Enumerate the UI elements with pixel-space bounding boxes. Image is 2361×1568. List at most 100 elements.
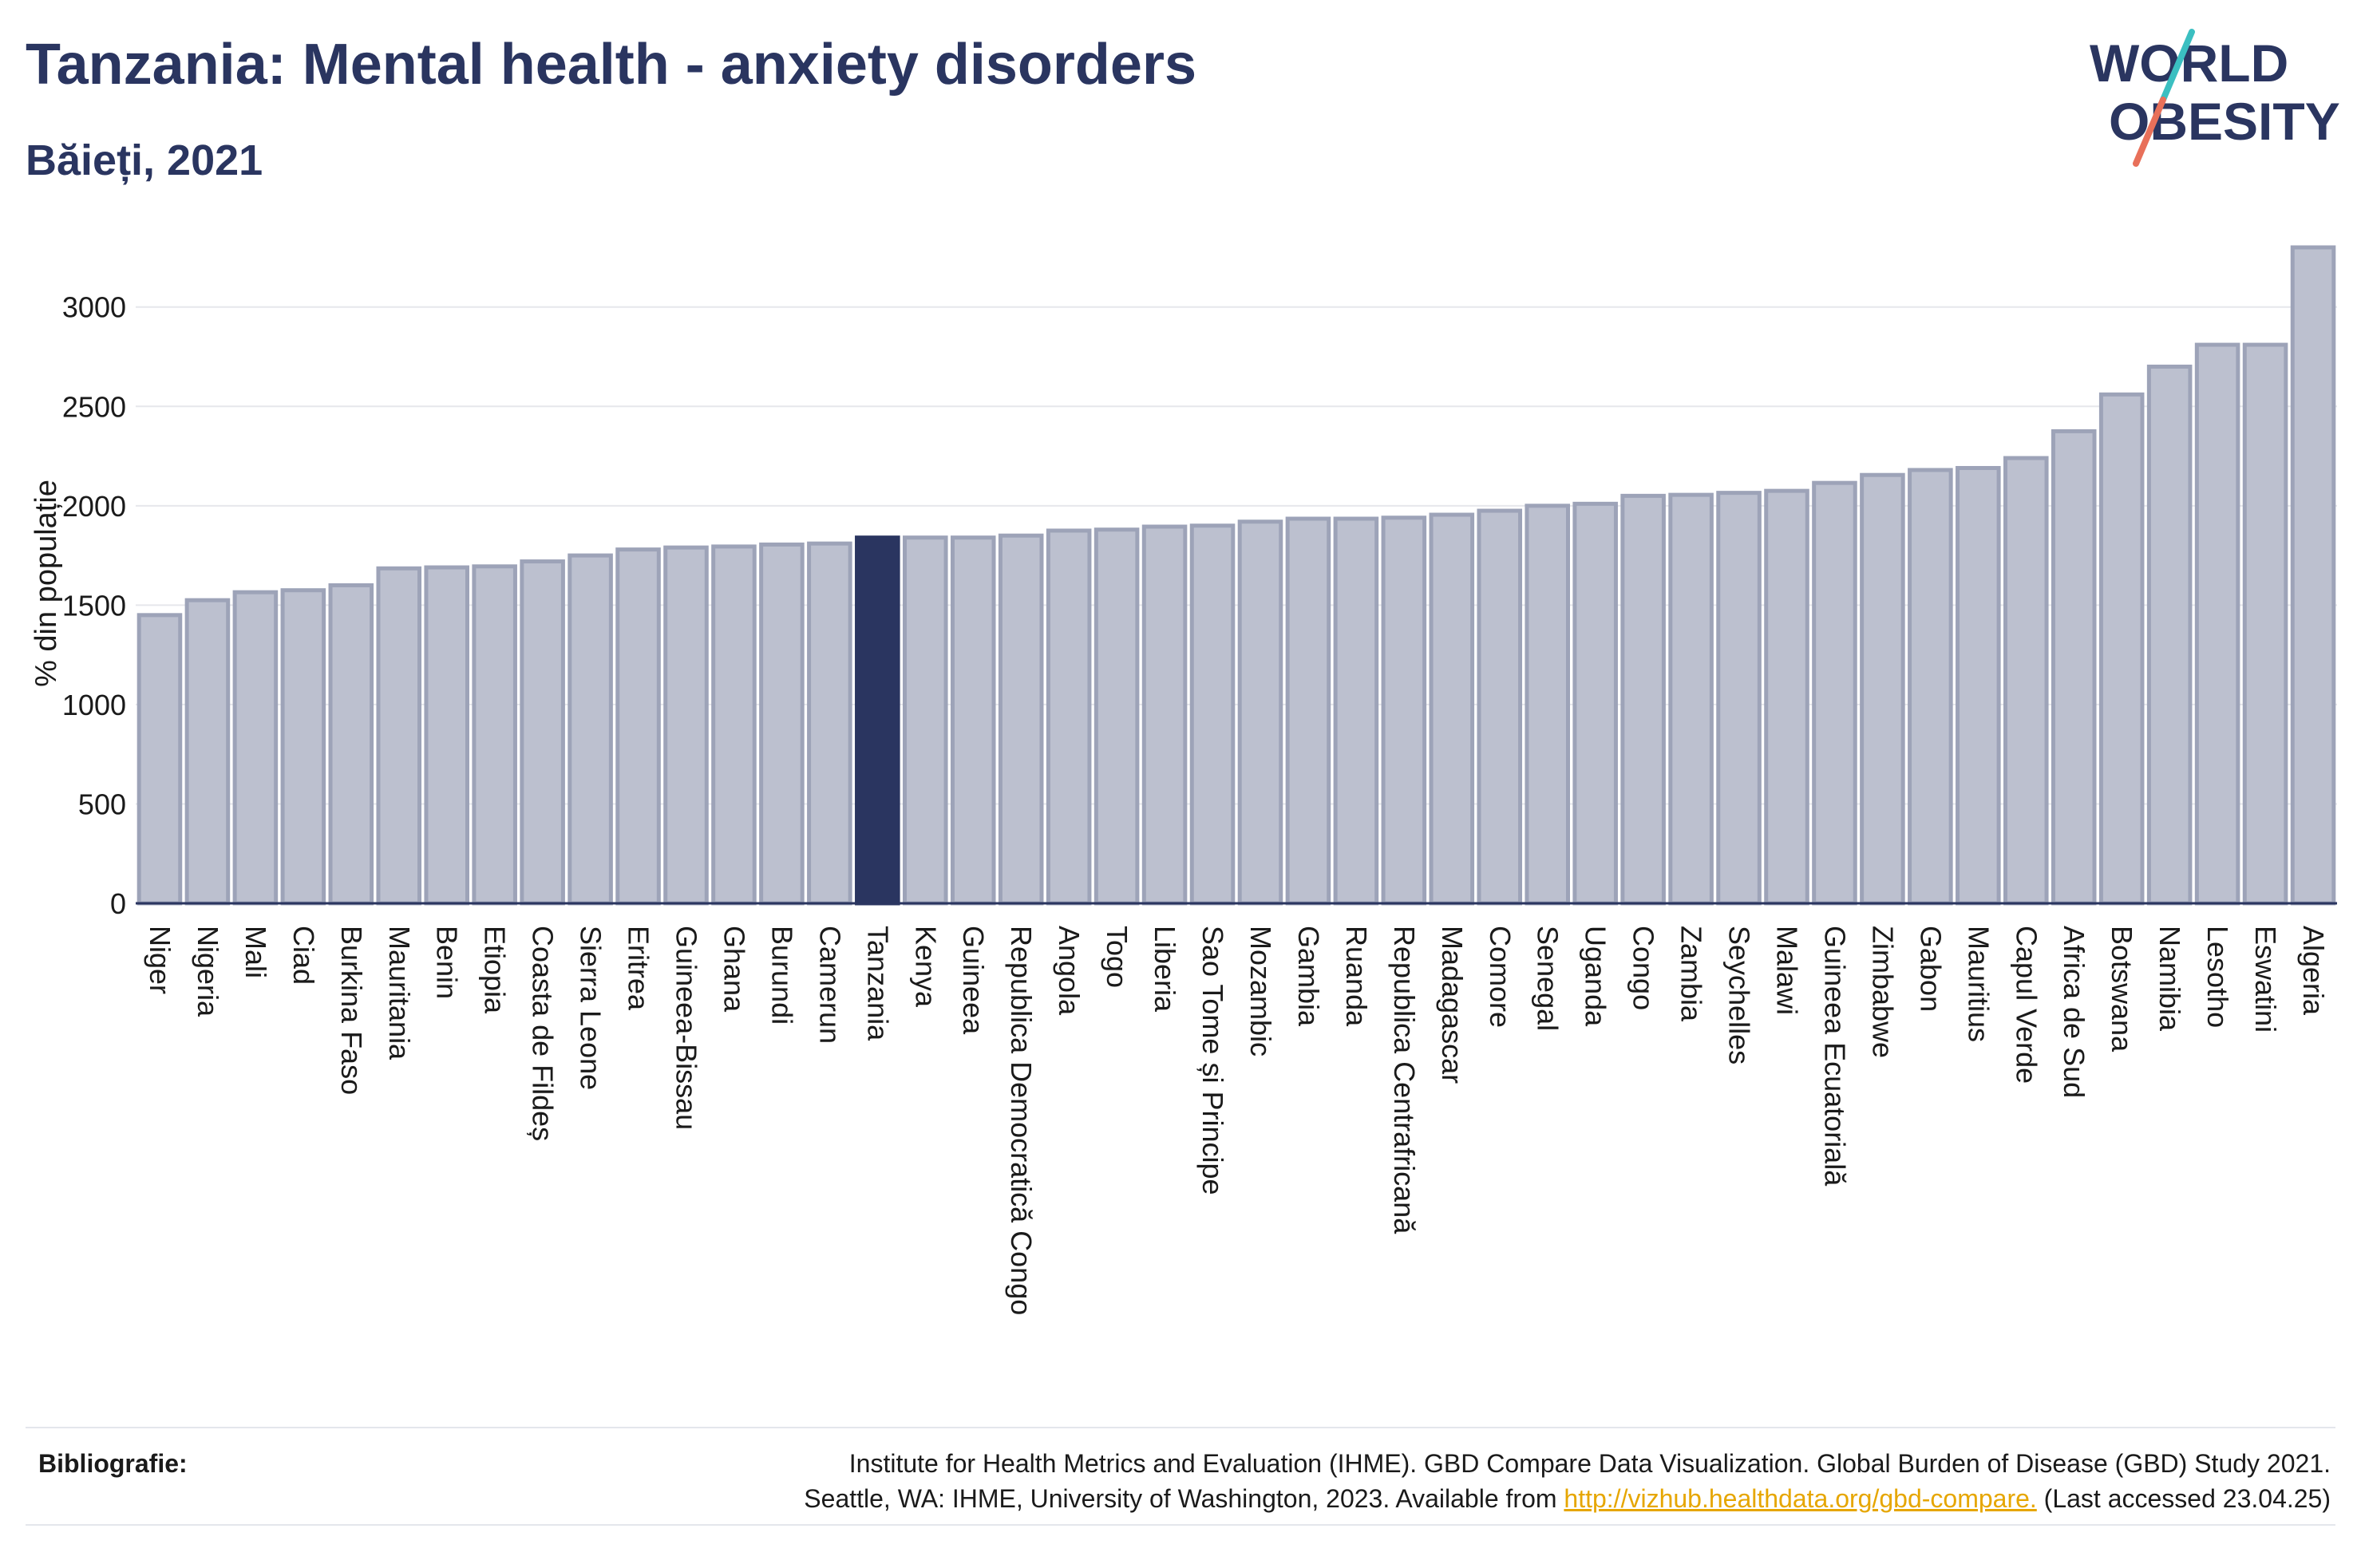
bar [1477,508,1523,906]
bar [663,545,709,906]
x-tick-label: Uganda [1580,926,1612,1027]
bar-highlight [855,535,900,906]
y-tick-label: 2000 [62,490,126,523]
bar [1860,472,1905,906]
bar [1141,524,1188,906]
x-tick-label: Malawi [1771,926,1804,1015]
bibliography-line2-suffix: (Last accessed 23.04.25) [2036,1484,2331,1513]
bar [1429,512,1475,906]
x-tick-label: Tanzania [861,926,894,1041]
x-tick-label: Botswana [2106,926,2138,1053]
bibliography-link[interactable]: http://vizhub.healthdata.org/gbd-compare… [1564,1484,2037,1513]
x-tick-label: Camerun [813,926,846,1044]
x-tick-label: Republica Democratică Congo [1005,926,1038,1315]
bar [568,553,613,906]
footer-bottom-rule [26,1524,2335,1526]
x-tick-label: Kenya [909,926,942,1008]
x-tick-label: Republica Centrafricană [1388,926,1421,1234]
bar [1716,491,1762,906]
x-tick-label: Lesotho [2201,926,2234,1028]
bibliography-line2: Seattle, WA: IHME, University of Washing… [495,1481,2331,1516]
bibliography-label: Bibliografie: [38,1449,188,1478]
x-tick-label: Mauritius [1962,926,1995,1042]
bar [1620,493,1666,906]
y-tick-label: 3000 [62,291,126,324]
bar [903,535,948,906]
x-tick-label: Coasta de Fildeș [527,926,560,1141]
x-tick-label: Senegal [1532,926,1564,1031]
logo-slash-coral [2133,97,2166,167]
bibliography-text: Institute for Health Metrics and Evaluat… [495,1446,2331,1516]
x-tick-label: Guineea [957,926,990,1035]
bar [280,588,326,906]
bar [1237,519,1283,906]
x-tick-label: Seychelles [1723,926,1756,1064]
y-tick-label: 1500 [62,589,126,622]
bar [2051,429,2097,906]
bar [1333,516,1379,906]
bar [2003,456,2049,906]
x-tick-label: Nigeria [192,926,224,1017]
y-tick-label: 2500 [62,390,126,423]
y-tick-label: 1000 [62,689,126,721]
bar [2242,342,2288,906]
chart-subtitle: Băieți, 2021 [26,136,263,184]
bar [1812,480,1857,906]
world-obesity-logo: WORLD OBESITY [2090,29,2340,167]
chart-title: Tanzania: Mental health - anxiety disord… [26,33,1196,97]
x-tick-label: Ghana [718,926,750,1013]
x-tick-label: Africa de Sud [2058,926,2090,1098]
bar [2146,364,2193,906]
bar [232,590,279,906]
x-tick-label: Ruanda [1340,926,1373,1027]
bar [711,544,757,906]
bar [1525,504,1570,906]
x-tick-label: Madagascar [1436,926,1469,1084]
bar [1093,527,1140,906]
x-tick-label: Mauritania [383,926,416,1060]
x-tick-label: Congo [1627,926,1660,1010]
x-tick-label: Benin [431,926,464,999]
x-tick-label: Zambia [1675,926,1708,1022]
x-tick-label: Eswatini [2249,926,2282,1033]
bibliography-line2-prefix: Seattle, WA: IHME, University of Washing… [804,1484,1564,1513]
bar [2290,245,2336,906]
x-tick-label: Comore [1484,926,1517,1028]
bar [328,583,374,906]
x-tick-label: Algeria [2297,926,2330,1016]
bar [2194,342,2240,906]
y-tick-label: 500 [78,788,126,820]
bar [424,565,469,906]
x-tick-label: Togo [1101,926,1133,988]
x-tick-label: Gambia [1292,926,1325,1027]
bar [1189,523,1236,906]
bar [807,541,852,906]
y-tick-label: 0 [110,887,126,920]
bar-chart: 0 500 1000 1500 2000 2500 3000 % din populație N… [30,245,2337,1315]
bibliography-line1: Institute for Health Metrics and Evaluat… [848,1449,2331,1478]
x-tick-label: Liberia [1149,926,1181,1013]
bar [2098,392,2145,906]
x-tick-label: Ciad [287,926,320,985]
x-tick-label: Namibia [2153,926,2186,1032]
bar [1908,468,1953,906]
bar [184,598,231,906]
x-tick-label: Angola [1053,926,1086,1016]
bar [1764,488,1809,906]
bar [998,533,1044,906]
x-tick-label: Mali [239,926,272,978]
footer-top-rule [26,1427,2335,1428]
bar [136,613,183,906]
x-tick-label: Sierra Leone [575,926,607,1090]
x-tick-label: Guineea Ecuatorială [1818,926,1851,1187]
bar [376,566,422,906]
x-tick-label: Etiopia [479,926,512,1014]
bar [759,542,805,906]
x-tick-label: Burkina Faso [335,926,368,1095]
x-tick-label: Gabon [1914,926,1947,1012]
bar [472,564,517,906]
x-tick-label: Zimbabwe [1866,926,1899,1058]
bar [615,547,661,906]
bar [1046,528,1092,906]
y-axis-label: % din populație [30,480,63,687]
